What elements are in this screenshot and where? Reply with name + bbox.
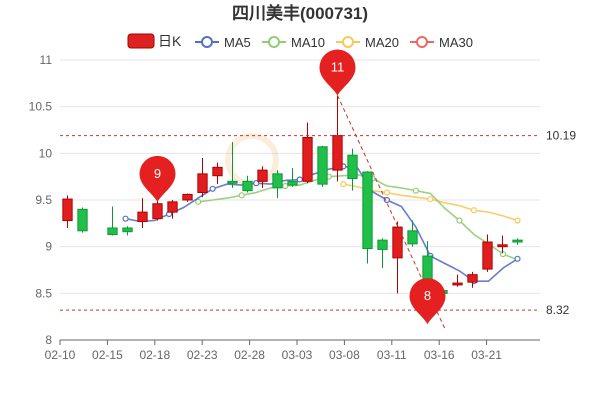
legend-ma20-dot [342, 36, 354, 48]
max-marker: 11 [319, 49, 356, 96]
candle-body [482, 241, 493, 270]
candle-body [377, 239, 388, 250]
max-marker-shape [319, 49, 356, 96]
legend-label-ma30: MA30 [439, 35, 473, 50]
ma5-point [122, 215, 129, 222]
candle-body [182, 193, 193, 201]
x-tick-label: 02-15 [92, 348, 123, 362]
x-tick-label: 03-08 [329, 348, 360, 362]
candle-body [347, 154, 358, 180]
y-tick-label: 11 [40, 53, 53, 67]
candle-body [302, 136, 313, 182]
candle-body [167, 201, 178, 213]
legend-label-ma5: MA5 [224, 35, 251, 50]
trend-line [337, 95, 446, 331]
min-marker-label: 8 [424, 288, 431, 303]
ma5-point [514, 255, 521, 262]
y-tick-label: 9 [45, 240, 52, 254]
candle-body [62, 198, 73, 222]
ma10-line [197, 173, 518, 261]
legend-label-ma20: MA20 [365, 35, 399, 50]
x-tick-label: 02-18 [139, 348, 170, 362]
ma20-point [427, 195, 434, 203]
candle-body [392, 226, 403, 259]
ma20-point [514, 217, 521, 224]
ma10-point [238, 192, 245, 199]
candle-body [212, 166, 223, 177]
x-tick-label: 03-16 [424, 348, 455, 362]
legend-ma30-dot [416, 36, 428, 48]
legend-label-kline: 日K [158, 33, 182, 49]
x-tick-label: 03-03 [282, 348, 313, 362]
candle-body [287, 180, 298, 186]
chart-title: 四川美丰(000731) [232, 3, 368, 23]
max-marker-label: 11 [331, 59, 345, 74]
candle-body [407, 230, 418, 245]
ref-line-label: 10.19 [546, 129, 576, 143]
candle-body [137, 211, 148, 222]
x-tick-label: 03-21 [471, 348, 502, 362]
y-tick-label: 9.5 [35, 193, 52, 207]
candle-body [362, 171, 373, 250]
x-tick-label: 03-11 [377, 348, 407, 362]
candle-body [317, 146, 328, 185]
ma20-point [470, 207, 478, 214]
axes: 02-10 02-15 02-18 02-23 02-28 03-03 03-08 03-11… [45, 339, 540, 362]
candle-body [272, 173, 283, 189]
candle-body [197, 173, 208, 194]
x-tick-label: 02-28 [234, 348, 265, 362]
x-tick-label: 02-23 [187, 348, 218, 362]
pin-marker: 9 [139, 155, 176, 202]
ma5-point [253, 180, 260, 187]
candle-body [242, 180, 253, 192]
x-tick-label: 02-10 [45, 348, 76, 362]
y-tick-label: 10.5 [29, 100, 53, 114]
ma10-point [412, 187, 419, 194]
legend: 日K MA5 MA10 MA20 MA30 [127, 33, 473, 50]
ma20-point [383, 189, 390, 196]
y-tick-label: 8.5 [35, 286, 52, 300]
ref-line-label: 8.32 [546, 303, 570, 317]
candle-body [467, 274, 478, 283]
ma5-point [383, 196, 390, 204]
pin-marker-label: 9 [154, 166, 161, 181]
ma10-point [282, 182, 289, 190]
grid: 8 8.5 9 9.5 10 10.5 11 [29, 53, 540, 347]
candles [62, 95, 523, 311]
candle-body [452, 282, 463, 286]
reference-lines: 10.19 8.32 [60, 95, 576, 331]
legend-label-ma10: MA10 [291, 35, 325, 50]
candle-body [152, 203, 163, 220]
ma10-point [195, 198, 202, 205]
legend-ma10-dot [268, 36, 280, 48]
legend-ma5-dot [201, 36, 213, 48]
min-marker-shape [409, 278, 446, 325]
candle-body [512, 239, 523, 243]
ma5-point [209, 185, 216, 192]
ma10-point [456, 217, 463, 224]
candle-body [227, 180, 238, 184]
min-marker: 8 [409, 278, 446, 325]
candle-body [107, 227, 118, 236]
candle-body [122, 227, 133, 233]
legend-kline-swatch [127, 33, 155, 49]
candle-body [497, 244, 508, 248]
candle-body [257, 169, 268, 182]
pin-marker-shape [139, 155, 176, 202]
candle-body [332, 135, 343, 171]
y-tick-label: 8 [45, 333, 52, 347]
watermark-logo [225, 133, 279, 187]
ma5-point [296, 176, 303, 183]
candle-body [77, 208, 88, 232]
y-tick-label: 10 [39, 146, 53, 160]
markers: 11 8 9 [139, 49, 446, 325]
ma20-point [340, 181, 347, 188]
